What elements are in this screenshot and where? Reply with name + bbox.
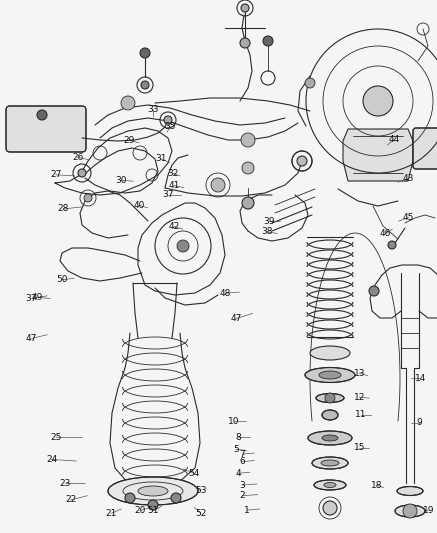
Text: 4: 4	[236, 469, 241, 478]
Text: 13: 13	[354, 369, 365, 377]
Circle shape	[241, 133, 255, 147]
Text: 27: 27	[50, 171, 62, 179]
Circle shape	[305, 78, 315, 88]
Text: 54: 54	[189, 469, 200, 478]
Circle shape	[388, 241, 396, 249]
Text: 14: 14	[415, 374, 426, 383]
Text: 31: 31	[155, 155, 166, 163]
Circle shape	[84, 194, 92, 202]
Text: 28: 28	[58, 205, 69, 213]
Text: 37: 37	[26, 294, 37, 303]
Text: 15: 15	[354, 443, 365, 452]
Circle shape	[141, 81, 149, 89]
Text: 40: 40	[133, 201, 145, 209]
Circle shape	[164, 116, 172, 124]
Text: 24: 24	[46, 455, 57, 464]
Text: 42: 42	[168, 222, 180, 231]
Circle shape	[297, 156, 307, 166]
Ellipse shape	[319, 371, 341, 379]
Text: 52: 52	[195, 509, 207, 518]
Text: 8: 8	[235, 433, 241, 441]
Ellipse shape	[310, 346, 350, 360]
Ellipse shape	[322, 435, 338, 441]
Text: 29: 29	[123, 136, 135, 144]
Ellipse shape	[138, 486, 168, 496]
Text: 2: 2	[240, 491, 245, 500]
Circle shape	[242, 162, 254, 174]
Text: 41: 41	[168, 181, 180, 190]
Text: 19: 19	[423, 506, 434, 515]
Ellipse shape	[321, 460, 339, 466]
Text: 10: 10	[228, 417, 239, 425]
Circle shape	[140, 48, 150, 58]
Circle shape	[363, 86, 393, 116]
Circle shape	[325, 393, 335, 403]
Text: 47: 47	[230, 314, 242, 323]
Text: 22: 22	[65, 496, 76, 504]
Circle shape	[148, 500, 158, 510]
Text: 50: 50	[56, 276, 68, 284]
Polygon shape	[343, 129, 413, 181]
Text: 39: 39	[263, 217, 274, 225]
Circle shape	[369, 286, 379, 296]
Circle shape	[240, 38, 250, 48]
Ellipse shape	[305, 367, 355, 383]
Text: 5: 5	[233, 445, 239, 454]
Circle shape	[37, 110, 47, 120]
Text: 44: 44	[388, 135, 400, 144]
Text: 30: 30	[116, 176, 127, 184]
Circle shape	[403, 504, 417, 518]
Text: 38: 38	[261, 228, 272, 236]
Circle shape	[78, 169, 86, 177]
Text: 18: 18	[371, 481, 382, 489]
Circle shape	[263, 36, 273, 46]
Text: 11: 11	[355, 410, 366, 419]
Ellipse shape	[397, 487, 423, 496]
Ellipse shape	[312, 457, 348, 469]
Ellipse shape	[395, 505, 425, 517]
Text: 47: 47	[26, 334, 37, 343]
Text: 6: 6	[239, 457, 246, 466]
Text: 12: 12	[354, 393, 365, 401]
Text: 43: 43	[403, 174, 414, 183]
Circle shape	[121, 96, 135, 110]
Ellipse shape	[322, 410, 338, 420]
Circle shape	[125, 493, 135, 503]
Circle shape	[241, 4, 249, 12]
Text: 49: 49	[31, 293, 43, 302]
Text: 7: 7	[239, 450, 246, 458]
Ellipse shape	[308, 431, 352, 445]
FancyBboxPatch shape	[6, 106, 86, 152]
Ellipse shape	[324, 482, 336, 488]
Text: 3: 3	[239, 481, 246, 489]
Ellipse shape	[314, 480, 346, 490]
Ellipse shape	[316, 393, 344, 402]
Text: 23: 23	[59, 479, 70, 488]
Ellipse shape	[108, 477, 198, 505]
Circle shape	[211, 178, 225, 192]
Circle shape	[323, 501, 337, 515]
Text: 48: 48	[219, 289, 231, 297]
Text: 46: 46	[380, 229, 391, 238]
Text: 32: 32	[167, 169, 178, 177]
Text: 20: 20	[134, 506, 146, 515]
Text: 53: 53	[195, 486, 207, 495]
Circle shape	[171, 493, 181, 503]
FancyBboxPatch shape	[413, 128, 437, 169]
Text: 45: 45	[403, 213, 414, 222]
Text: 1: 1	[244, 506, 250, 514]
Circle shape	[177, 240, 189, 252]
Text: 37: 37	[163, 190, 174, 199]
Text: 51: 51	[147, 506, 159, 515]
Text: 21: 21	[106, 509, 117, 518]
Circle shape	[242, 197, 254, 209]
Text: 25: 25	[50, 433, 62, 441]
Text: 35: 35	[165, 123, 176, 131]
Text: 33: 33	[147, 105, 159, 114]
Text: 26: 26	[72, 153, 83, 161]
Text: 9: 9	[416, 418, 423, 427]
